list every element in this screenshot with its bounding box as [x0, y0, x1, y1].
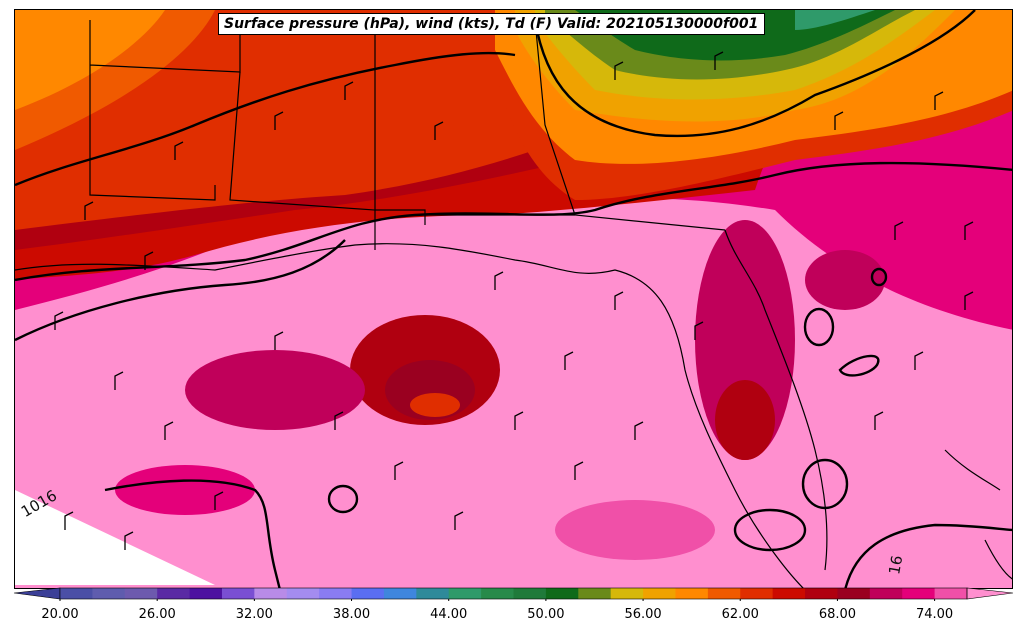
colorbar-tick-label: 56.00 — [624, 607, 662, 622]
colorbar-segment — [707, 588, 741, 599]
colorbar-segment — [286, 588, 320, 599]
colorbar-segment — [254, 588, 288, 599]
colorbar-segment — [448, 588, 482, 599]
colorbar-segment — [934, 588, 968, 599]
colorbar-segment — [92, 588, 126, 599]
dewpoint-map — [15, 10, 1012, 588]
colorbar-segment — [643, 588, 676, 599]
colorbar-segment — [869, 588, 903, 599]
colorbar-segment — [837, 588, 871, 599]
colorbar-segment — [740, 588, 774, 599]
colorbar-tick-label: 38.00 — [332, 607, 371, 622]
dewpoint-fill — [15, 10, 1012, 588]
isobar-label: 16 — [885, 554, 907, 576]
isobars — [15, 10, 1012, 588]
colorbar-segment — [805, 588, 838, 599]
colorbar-segment — [545, 588, 579, 599]
geographic-borders — [15, 19, 1012, 588]
colorbar-tick-label: 20.00 — [41, 607, 79, 622]
colorbar-segment — [157, 588, 191, 599]
colorbar-tick-label: 44.00 — [430, 607, 468, 622]
wind-barbs — [54, 51, 974, 550]
map-title: Surface pressure (hPa), wind (kts), Td (… — [218, 13, 766, 35]
colorbar-segment — [221, 588, 255, 599]
colorbar-extend-low — [13, 587, 61, 600]
colorbar-segment — [481, 588, 514, 599]
colorbar-segment — [578, 588, 612, 599]
colorbar-segment — [351, 588, 385, 599]
colorbar-segment — [610, 588, 644, 599]
colorbar-tick-label: 26.00 — [138, 607, 176, 622]
colorbar-segment — [772, 588, 806, 599]
colorbar-segment — [902, 588, 936, 599]
colorbar — [13, 587, 1014, 601]
colorbar-outline — [59, 587, 968, 600]
colorbar-segment — [675, 588, 709, 599]
colorbar-segment — [416, 588, 450, 599]
colorbar-extend-high — [966, 587, 1014, 600]
colorbar-tick-label: 74.00 — [915, 607, 954, 622]
colorbar-segment — [383, 588, 417, 599]
colorbar-tick-label: 50.00 — [527, 607, 565, 622]
colorbar-segment — [513, 588, 547, 599]
colorbar-segment — [319, 588, 353, 599]
colorbar-segment — [124, 588, 158, 599]
colorbar-segment — [189, 588, 223, 599]
colorbar-segment — [60, 588, 93, 599]
colorbar-tick-label: 62.00 — [721, 607, 759, 622]
map-panel: 1016 16 — [14, 9, 1013, 589]
colorbar-tick-label: 32.00 — [235, 607, 273, 622]
colorbar-tick-label: 68.00 — [818, 607, 857, 622]
